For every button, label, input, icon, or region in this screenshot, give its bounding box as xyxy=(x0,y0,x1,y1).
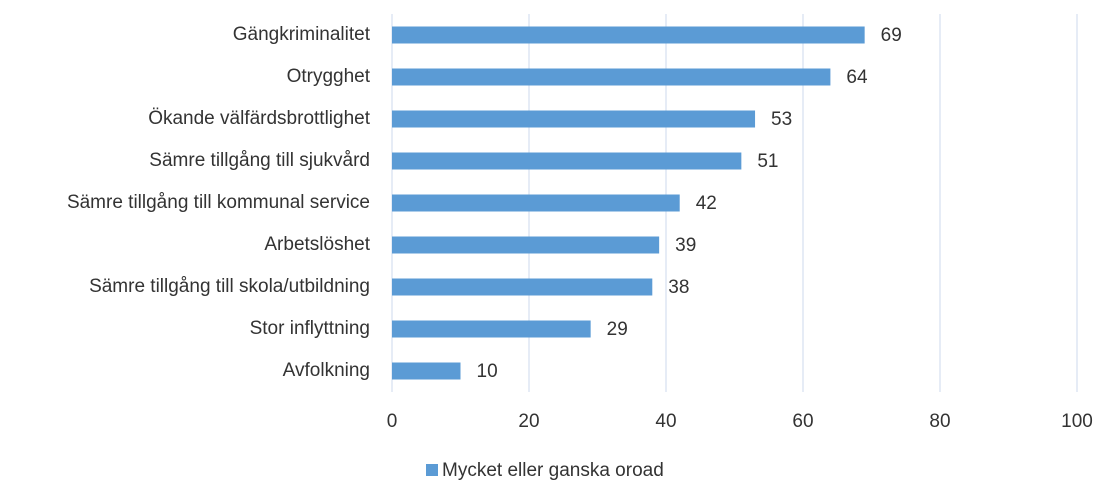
x-tick-label: 20 xyxy=(518,411,539,432)
y-tick-label: Stor inflyttning xyxy=(250,318,370,339)
legend-swatch xyxy=(426,464,438,476)
bar xyxy=(392,236,660,254)
bar xyxy=(392,194,680,212)
legend-label: Mycket eller ganska oroad xyxy=(442,460,664,481)
data-label: 10 xyxy=(477,361,498,382)
data-label: 51 xyxy=(757,151,778,172)
x-tick-label: 40 xyxy=(655,411,676,432)
y-tick-label: Gängkriminalitet xyxy=(233,24,371,45)
data-label: 53 xyxy=(771,109,792,130)
bar xyxy=(392,320,591,338)
x-tick-label: 80 xyxy=(929,411,950,432)
y-tick-label: Sämre tillgång till skola/utbildning xyxy=(89,276,370,297)
y-tick-label: Sämre tillgång till sjukvård xyxy=(149,150,370,171)
bar xyxy=(392,362,461,380)
x-tick-label: 60 xyxy=(792,411,813,432)
data-label: 69 xyxy=(881,25,902,46)
data-label: 64 xyxy=(846,67,868,88)
bar xyxy=(392,26,865,44)
x-tick-label: 100 xyxy=(1061,411,1093,432)
data-label: 42 xyxy=(696,193,717,214)
bar xyxy=(392,152,742,170)
y-tick-label: Ökande välfärdsbrottlighet xyxy=(148,108,371,129)
x-tick-label: 0 xyxy=(387,411,398,432)
y-tick-label: Avfolkning xyxy=(283,360,370,381)
data-label: 39 xyxy=(675,235,696,256)
data-label: 29 xyxy=(607,319,628,340)
y-tick-label: Arbetslöshet xyxy=(264,234,370,255)
y-tick-label: Sämre tillgång till kommunal service xyxy=(67,192,370,213)
data-label: 38 xyxy=(668,277,689,298)
bar xyxy=(392,110,756,128)
bar xyxy=(392,68,831,86)
y-tick-label: Otrygghet xyxy=(287,66,371,87)
bar xyxy=(392,278,653,296)
